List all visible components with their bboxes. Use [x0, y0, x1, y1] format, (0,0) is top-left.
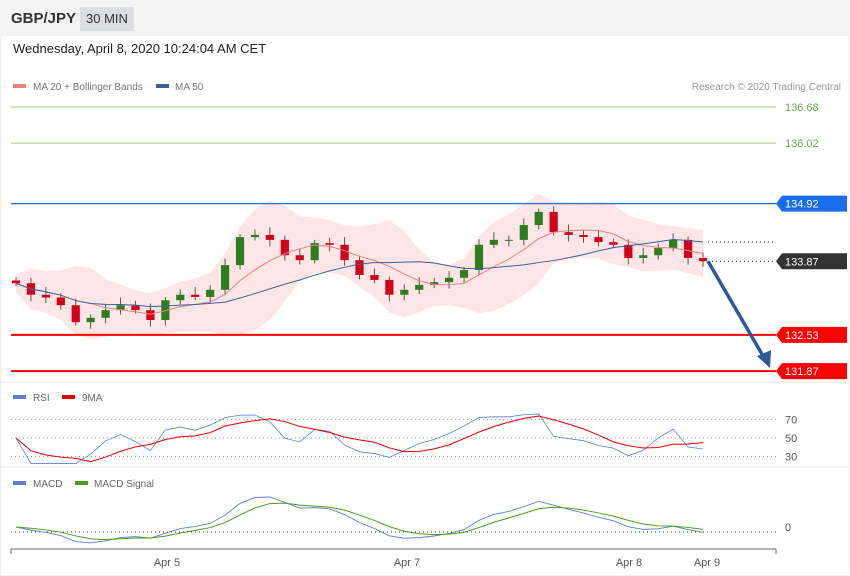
rsi-tick-label: 30 [785, 452, 797, 464]
pivot-label: 134.92 [785, 199, 819, 211]
rsi-tick-label: 70 [785, 415, 797, 427]
candle [504, 239, 513, 241]
forecast-arrow-head [757, 350, 771, 369]
ma20-legend-label: MA 20 + Bollinger Bands [33, 82, 143, 93]
candle [295, 255, 304, 261]
ma50-legend-swatch [156, 84, 169, 88]
rsi-line [15, 413, 704, 464]
candle [594, 237, 603, 243]
candle [385, 279, 394, 295]
resistance-label: 136.02 [785, 138, 819, 150]
x-tick-label: Apr 7 [394, 557, 420, 569]
candle [624, 244, 633, 258]
resistance-label: 136.68 [785, 102, 819, 114]
ma20-legend-swatch [13, 84, 26, 88]
last-label: 133.87 [785, 256, 819, 268]
date-line: Wednesday, April 8, 2020 10:24:04 AM CET [13, 41, 267, 56]
ma50-line [15, 239, 704, 308]
candle [430, 282, 439, 285]
candle [534, 211, 543, 226]
candle [564, 232, 573, 235]
candle [206, 289, 215, 297]
candle [250, 234, 260, 238]
x-tick-label: Apr 8 [616, 557, 642, 569]
support-label-box [776, 326, 847, 343]
macd-signal-legend-swatch [75, 481, 88, 485]
candle [669, 239, 678, 249]
candle [101, 310, 110, 318]
copyright: Research © 2020 Trading Central [692, 82, 841, 93]
support-label-box [776, 363, 847, 380]
macd-legend-swatch [13, 481, 26, 485]
last-label-box [776, 253, 847, 270]
candle [131, 305, 140, 311]
ma20-line [15, 229, 704, 315]
rsi-tick-label: 50 [785, 433, 797, 445]
candle [445, 277, 454, 283]
candle [489, 239, 499, 245]
rsi-legend-label: RSI [33, 393, 50, 404]
candle [11, 280, 21, 284]
rsi-ma-legend-swatch [62, 395, 75, 399]
candle [116, 305, 125, 311]
rsi-legend-swatch [13, 395, 26, 399]
candle [698, 257, 708, 262]
candle [71, 305, 80, 323]
candle [639, 255, 648, 258]
candle [265, 234, 274, 240]
candle [654, 248, 663, 256]
macd-line [15, 496, 704, 544]
candle [56, 297, 65, 306]
x-tick-label: Apr 9 [694, 557, 720, 569]
macd-signal-line [15, 502, 704, 541]
support-label: 131.87 [785, 366, 819, 378]
pivot-label-box [776, 195, 847, 212]
rsi-ma-line [15, 415, 704, 463]
candle [86, 317, 95, 323]
candle [191, 294, 200, 297]
candle [176, 294, 185, 301]
legend: MA 20 + Bollinger Bands MA 50 Research ©… [13, 82, 841, 490]
candle [235, 237, 245, 266]
candle [146, 310, 155, 321]
candle [519, 225, 528, 240]
macd-tick-label: 0 [785, 522, 791, 534]
candle [310, 243, 319, 261]
symbol-title: GBP/JPY [11, 10, 77, 27]
candle [220, 265, 230, 290]
candle [609, 242, 618, 245]
macd-legend-label: MACD [33, 479, 62, 490]
candle [41, 294, 50, 298]
candle [474, 244, 484, 271]
candle [355, 260, 364, 275]
header-bar: GBP/JPY 30 MIN [0, 0, 850, 36]
candle [579, 234, 588, 238]
candle [340, 244, 349, 261]
rsi-ma-legend-label: 9MA [82, 393, 103, 404]
support-label: 132.53 [785, 330, 819, 342]
candle [280, 239, 289, 256]
macd-signal-legend-label: MACD Signal [94, 479, 154, 490]
ma50-legend-label: MA 50 [175, 82, 204, 93]
candle [549, 211, 558, 233]
timeframe-button[interactable]: 30 MIN [80, 7, 134, 31]
candle [325, 243, 334, 245]
candle [459, 270, 469, 278]
forecast-arrow [706, 260, 768, 362]
candle [683, 239, 693, 258]
candle [415, 284, 424, 290]
x-tick-label: Apr 5 [154, 557, 180, 569]
candle [370, 274, 379, 280]
candle [400, 289, 409, 295]
